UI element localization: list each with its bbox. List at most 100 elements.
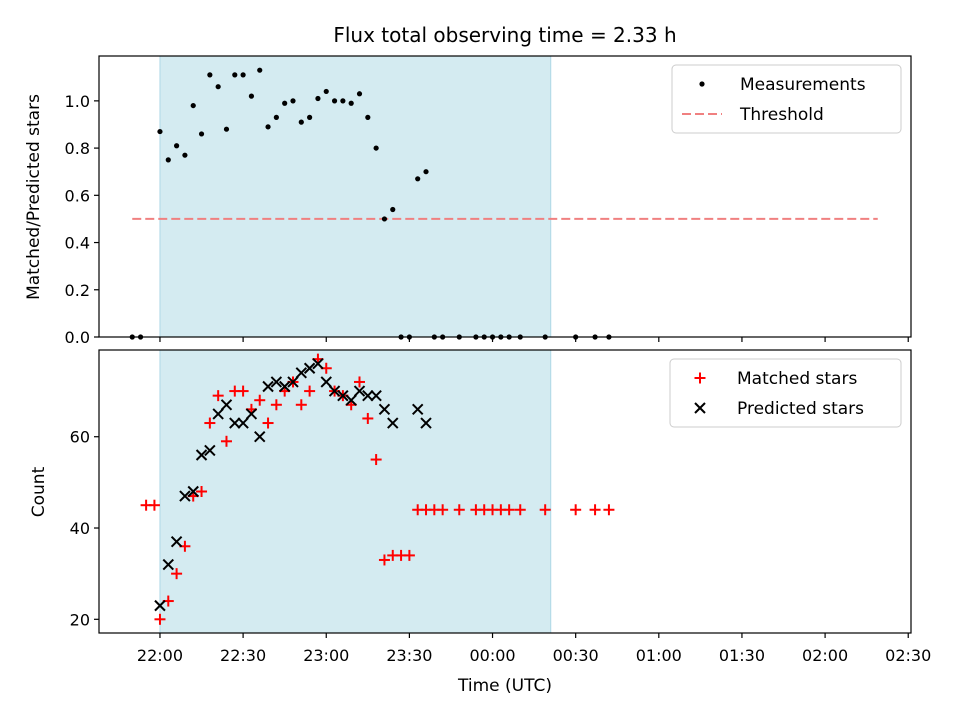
measurement-point — [223, 126, 230, 132]
matched-star-marker — [503, 504, 515, 516]
legend: Matched stars Predicted stars — [669, 358, 902, 428]
predicted-star-marker-b — [337, 389, 349, 402]
y-tick-label: 0.4 — [65, 234, 90, 253]
predicted-star-marker — [187, 485, 199, 498]
measurement-point — [182, 152, 188, 158]
measurement-point — [207, 72, 213, 78]
measurement-point — [323, 88, 329, 95]
predicted-star-marker-b — [170, 536, 183, 548]
predicted-star-marker-b — [254, 431, 266, 443]
predicted-star-marker-b — [411, 403, 424, 416]
matched-star-marker — [539, 504, 551, 516]
measurement-point — [232, 72, 238, 78]
predicted-star-marker — [195, 449, 208, 461]
predicted-star-marker-b — [187, 485, 199, 498]
legend-box — [671, 64, 902, 134]
predicted-star-marker-b — [295, 367, 308, 379]
predicted-star-marker-b — [287, 376, 299, 388]
matched-star-marker — [270, 399, 282, 411]
y-tick-label: 0.6 — [65, 186, 90, 205]
measurement-point — [215, 84, 221, 90]
y-tick-label: 0.0 — [65, 328, 90, 347]
measurement-point — [290, 98, 296, 104]
top-panel: 0.0 0.2 0.4 0.6 0.8 1.0 Measurements Threshold — [65, 55, 912, 347]
legend-marker-predicted-b — [694, 402, 706, 414]
predicted-star-marker-b — [420, 417, 432, 429]
predicted-star-marker — [179, 490, 191, 502]
x-tick-label: 02:30 — [885, 646, 931, 665]
predicted-star-marker — [295, 367, 308, 379]
bottom-y-axis-label: Count — [29, 466, 49, 517]
measurement-point — [340, 98, 346, 104]
measurement-point — [331, 98, 338, 104]
predicted-star-marker — [229, 417, 241, 429]
y-tick-label: 1.0 — [65, 92, 90, 111]
x-axis-label: Time (UTC) — [457, 676, 552, 696]
chart-title: Flux total observing time = 2.33 h — [333, 23, 676, 47]
observing-window-band — [159, 55, 552, 338]
predicted-star-marker — [370, 389, 382, 402]
predicted-star-marker — [245, 408, 258, 420]
predicted-star-marker — [154, 599, 166, 612]
predicted-star-marker — [387, 417, 399, 429]
measurement-point — [198, 131, 205, 137]
predicted-star-marker — [303, 362, 316, 374]
legend-label: Threshold — [739, 105, 824, 125]
matched-star-marker — [254, 394, 266, 406]
bottom-panel: 20 40 60 22:00 22:30 23:00 23:30 00:00 00:30 01:0… — [70, 349, 931, 665]
measurement-point — [381, 216, 388, 222]
matched-star-marker — [237, 385, 249, 397]
measurement-point — [190, 102, 196, 109]
matched-star-marker — [403, 549, 415, 561]
predicted-star-marker-b — [237, 417, 249, 429]
predicted-star-marker — [411, 403, 424, 416]
predicted-star-marker — [237, 417, 249, 429]
predicted-star-marker-b — [204, 444, 216, 457]
predicted-star-marker-b — [195, 449, 208, 461]
matched-star-marker — [148, 499, 160, 511]
matched-star-marker — [453, 504, 465, 516]
predicted-star-marker-b — [278, 380, 291, 393]
top-y-axis-label: Matched/Predicted stars — [24, 94, 44, 300]
matched-star-marker — [603, 504, 615, 516]
predicted-star-marker-b — [179, 490, 191, 502]
y-tick-label: 60 — [70, 428, 90, 447]
axes-frame — [98, 55, 912, 338]
y-tick-label: 0.8 — [65, 139, 90, 158]
predicted-star-marker — [278, 380, 291, 393]
matched-star-marker — [154, 613, 166, 625]
matched-star-marker — [196, 486, 208, 497]
measurement-point — [257, 67, 263, 73]
x-tick-label: 01:30 — [719, 646, 765, 665]
legend: Measurements Threshold — [671, 64, 902, 134]
predicted-star-marker-b — [370, 389, 382, 402]
measurement-point — [348, 100, 354, 106]
predicted-star-marker-b — [229, 417, 241, 429]
predicted-star-marker-b — [320, 376, 332, 388]
matched-star-marker — [370, 454, 382, 466]
predicted-star-marker — [162, 558, 174, 571]
matched-star-marker — [220, 435, 232, 447]
measurement-point — [248, 93, 255, 99]
matched-star-marker — [362, 412, 374, 424]
measurement-point — [307, 114, 313, 120]
matched-star-marker — [378, 554, 390, 566]
predicted-star-marker — [320, 376, 332, 388]
legend-box — [669, 358, 902, 428]
y-tick-label: 20 — [70, 610, 90, 629]
legend-marker-measurements — [699, 81, 705, 87]
measurement-point — [282, 100, 288, 106]
matched-star-marker — [171, 568, 183, 580]
legend-label: Measurements — [740, 75, 866, 95]
matched-star-marker — [295, 399, 307, 411]
matched-star-marker — [262, 417, 274, 429]
matched-star-marker — [204, 417, 216, 429]
predicted-star-marker — [353, 385, 366, 397]
matched-star-marker — [354, 376, 366, 388]
measurement-point — [157, 128, 163, 135]
x-tick-label: 23:00 — [303, 646, 349, 665]
predicted-star-marker-b — [270, 376, 283, 388]
predicted-star-marker-b — [154, 599, 166, 612]
x-tick-label: 22:30 — [220, 646, 266, 665]
